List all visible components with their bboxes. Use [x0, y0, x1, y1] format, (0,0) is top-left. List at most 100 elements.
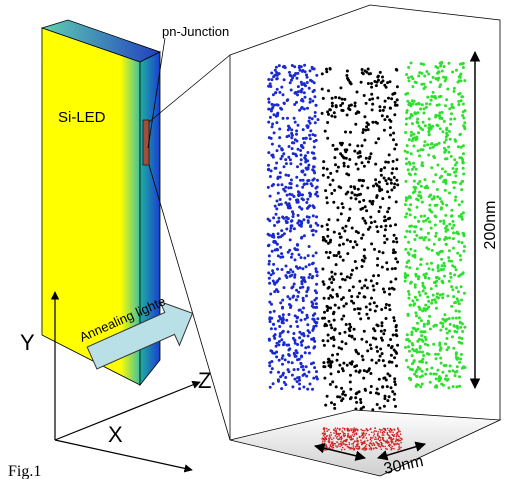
atom-dot [393, 186, 396, 189]
atom-dot [395, 241, 398, 244]
atom-dot [436, 195, 439, 198]
atom-dot [427, 154, 430, 157]
atom-dot [309, 122, 312, 125]
atom-dot [271, 123, 274, 126]
atom-dot [385, 303, 388, 306]
atom-dot [287, 353, 290, 356]
atom-dot [384, 179, 387, 182]
atom-dots [267, 61, 467, 451]
atom-dot [383, 405, 386, 408]
atom-dot [353, 431, 355, 433]
atom-dot [448, 249, 451, 252]
atom-dot [342, 442, 344, 444]
atom-dot [328, 286, 331, 289]
atom-dot [381, 197, 384, 200]
atom-dot [386, 433, 388, 435]
atom-dot [315, 321, 318, 324]
atom-dot [423, 286, 426, 289]
atom-dot [446, 295, 449, 298]
atom-dot [430, 227, 433, 230]
atom-dot [293, 276, 296, 279]
atom-dot [441, 296, 444, 299]
atom-dot [363, 284, 366, 287]
atom-dot [324, 430, 326, 432]
atom-dot [426, 352, 429, 355]
atom-dot [294, 258, 297, 261]
atom-dot [315, 251, 318, 254]
atom-dot [325, 240, 328, 243]
atom-dot [385, 442, 387, 444]
atom-dot [312, 233, 315, 236]
atom-dot [362, 437, 364, 439]
atom-dot [366, 437, 368, 439]
atom-dot [301, 365, 304, 368]
atom-dot [313, 366, 316, 369]
atom-dot [395, 324, 398, 327]
atom-dot [385, 317, 388, 320]
atom-dot [322, 160, 325, 163]
atom-dot [287, 251, 290, 254]
atom-dot [298, 253, 301, 256]
atom-dot [418, 316, 421, 319]
atom-dot [315, 306, 318, 309]
atom-dot [326, 235, 329, 238]
atom-dot [449, 123, 452, 126]
atom-dot [424, 343, 427, 346]
atom-dot [383, 106, 386, 109]
y-axis-label: Y [20, 330, 35, 355]
atom-dot [399, 431, 401, 433]
atom-dot [345, 302, 348, 305]
atom-dot [423, 112, 426, 115]
atom-dot [269, 311, 272, 314]
atom-dot [446, 337, 449, 340]
atom-dot [323, 297, 326, 300]
atom-dot [421, 128, 424, 131]
atom-dot [346, 252, 349, 255]
atom-dot [421, 383, 424, 386]
atom-dot [430, 287, 433, 290]
atom-dot [357, 430, 359, 432]
atom-dot [339, 186, 342, 189]
atom-dot [392, 132, 395, 135]
atom-dot [388, 304, 391, 307]
atom-dot [424, 178, 427, 181]
atom-dot [347, 165, 350, 168]
atom-dot [315, 139, 318, 142]
atom-dot [321, 72, 324, 75]
atom-dot [370, 82, 373, 85]
atom-dot [284, 358, 287, 361]
atom-dot [279, 375, 282, 378]
atom-dot [267, 108, 270, 111]
atom-dot [445, 182, 448, 185]
atom-dot [274, 69, 277, 72]
atom-dot [353, 365, 356, 368]
atom-dot [278, 91, 281, 94]
atom-dot [283, 165, 286, 168]
atom-dot [410, 62, 413, 65]
atom-dot [384, 395, 387, 398]
atom-dot [390, 438, 392, 440]
atom-dot [464, 366, 467, 369]
atom-dot [340, 272, 343, 275]
atom-dot [358, 280, 361, 283]
atom-dot [277, 183, 280, 186]
atom-dot [389, 445, 391, 447]
atom-dot [275, 121, 278, 124]
atom-dot [441, 371, 444, 374]
atom-dot [315, 230, 318, 233]
atom-dot [377, 392, 380, 395]
atom-dot [425, 361, 428, 364]
atom-dot [380, 324, 383, 327]
atom-dot [421, 161, 424, 164]
atom-dot [355, 267, 358, 270]
atom-dot [392, 240, 395, 243]
atom-dot [455, 69, 458, 72]
atom-dot [350, 428, 352, 430]
atom-dot [361, 184, 364, 187]
atom-dot [335, 385, 338, 388]
atom-dot [337, 438, 339, 440]
atom-dot [355, 351, 358, 354]
atom-dot [337, 206, 340, 209]
atom-dot [271, 103, 274, 106]
figure: pn-Junction Si-LED 200nm 30nm Y X Z Anne… [0, 0, 511, 479]
